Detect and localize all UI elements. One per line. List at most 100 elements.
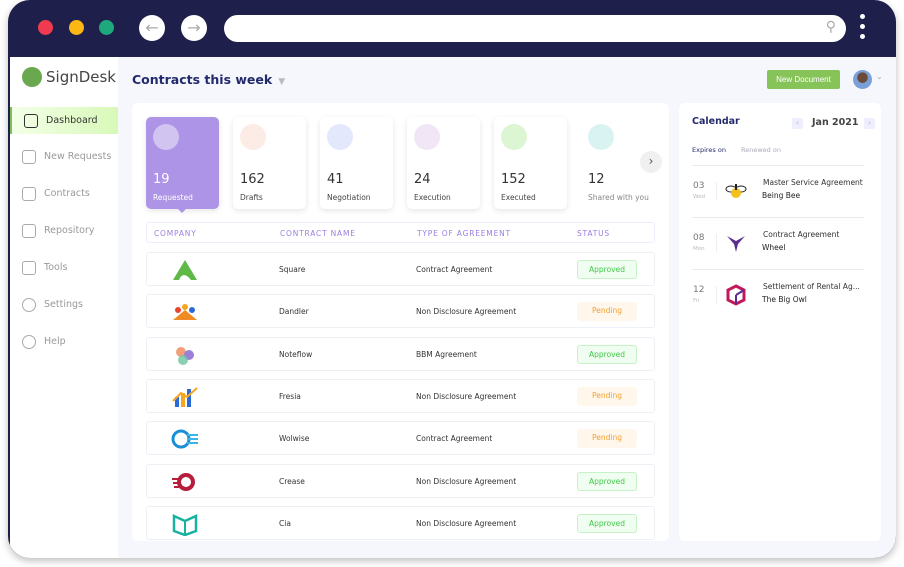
stat-value: 12: [588, 172, 605, 187]
minimize-window-button[interactable]: [69, 20, 84, 35]
chevron-right-icon[interactable]: ›: [640, 151, 662, 173]
contract-name: Crease: [279, 476, 305, 486]
sidebar-item-settings[interactable]: Settings: [10, 291, 118, 318]
column-header-company[interactable]: COMPANY: [154, 229, 197, 238]
stat-value: 162: [240, 172, 265, 187]
table-row[interactable]: Wolwise Contract Agreement Pending: [146, 421, 655, 456]
square-logo-icon: [173, 260, 197, 280]
close-window-button[interactable]: [38, 20, 53, 35]
chevron-down-icon[interactable]: ⌄: [876, 72, 883, 81]
event-weekday: Fri: [693, 298, 700, 304]
agreement-type: Contract Agreement: [416, 434, 493, 444]
sidebar-item-label: Help: [44, 336, 66, 347]
brand-logo[interactable]: SignDesk: [22, 67, 116, 87]
forward-button[interactable]: →: [181, 15, 207, 41]
agreement-type: BBM Agreement: [416, 349, 477, 359]
sidebar-item-label: New Requests: [44, 151, 112, 162]
dandler-logo-icon: [173, 304, 197, 321]
tab-expires-on[interactable]: Expires on: [692, 146, 726, 154]
chevron-left-icon[interactable]: ‹: [792, 118, 803, 129]
event-company: Wheel: [762, 243, 786, 252]
calendar-panel: Calendar ‹ Jan 2021 › Expires on Renewed…: [679, 103, 881, 541]
crease-logo-icon: [172, 472, 195, 491]
sidebar-item-contracts[interactable]: Contracts: [10, 180, 118, 207]
table-row[interactable]: Noteflow BBM Agreement Approved: [146, 336, 655, 371]
new-document-button[interactable]: New Document: [767, 70, 840, 89]
chevron-down-icon[interactable]: ▼: [278, 77, 286, 87]
sidebar-item-repository[interactable]: Repository: [10, 217, 118, 244]
browser-menu-icon[interactable]: [860, 14, 866, 44]
search-icon[interactable]: ⚲: [825, 19, 836, 35]
agreement-type: Non Disclosure Agreement: [416, 476, 517, 486]
maximize-window-button[interactable]: [99, 20, 114, 35]
stat-value: 19: [153, 172, 170, 187]
big-owl-logo-icon: [726, 284, 746, 306]
url-bar[interactable]: ⚲: [224, 15, 846, 42]
chevron-right-icon[interactable]: ›: [864, 118, 875, 129]
gear-icon: [22, 297, 36, 312]
contract-name: Fresia: [279, 391, 301, 401]
table-row[interactable]: Dandler Non Disclosure Agreement Pending: [146, 294, 655, 329]
stat-card-negotiation[interactable]: 41 Negotiation: [320, 117, 393, 209]
event-title: Master Service Agreement: [763, 178, 863, 187]
calendar-event[interactable]: 03 Wed Master Service Agreement Being Bee: [692, 165, 864, 217]
calendar-event[interactable]: 08 Mon Contract Agreement Wheel: [692, 217, 864, 269]
stat-value: 24: [414, 172, 431, 187]
table-row[interactable]: Square Contract Agreement Approved: [146, 252, 655, 286]
event-weekday: Wed: [693, 194, 705, 200]
event-title: Settlement of Rental Ag...: [763, 282, 860, 291]
being-bee-logo-icon: [725, 184, 747, 198]
chat-icon: [327, 124, 353, 150]
event-company: Being Bee: [762, 191, 801, 200]
wolwise-logo-icon: [171, 429, 198, 449]
calendar-event[interactable]: 12 Fri Settlement of Rental Ag... The Big O…: [692, 269, 864, 321]
stat-label: Execution: [414, 193, 451, 202]
contract-name: Dandler: [279, 307, 309, 317]
status-badge: Approved: [577, 513, 637, 533]
stat-card-requested[interactable]: 19 Requested: [146, 117, 219, 213]
contract-name: Wolwise: [279, 434, 310, 444]
agreement-type: Contract Agreement: [416, 265, 493, 274]
document-check-icon: [501, 124, 527, 150]
help-icon: [22, 334, 36, 349]
sidebar-item-label: Repository: [44, 225, 95, 236]
sidebar-item-label: Contracts: [44, 188, 90, 199]
stat-label: Negotiation: [327, 193, 371, 202]
sidebar-item-label: Settings: [44, 299, 83, 310]
sidebar-item-dashboard[interactable]: Dashboard: [10, 107, 118, 134]
avatar[interactable]: [853, 70, 872, 89]
column-header-status[interactable]: STATUS: [577, 229, 610, 238]
agreement-type: Non Disclosure Agreement: [416, 518, 517, 528]
back-button[interactable]: ←: [139, 15, 165, 41]
status-badge: Approved: [577, 344, 637, 364]
share-icon: [588, 124, 614, 150]
stat-card-drafts[interactable]: 162 Drafts: [233, 117, 306, 209]
page-title[interactable]: Contracts this week ▼: [132, 72, 285, 87]
stat-card-executed[interactable]: 152 Executed: [494, 117, 567, 209]
sidebar-item-help[interactable]: Help: [10, 328, 118, 355]
contract-name: Square: [279, 265, 306, 274]
table-row[interactable]: Crease Non Disclosure Agreement Approved: [146, 463, 655, 498]
event-company: The Big Owl: [762, 295, 807, 304]
contracts-panel: 19 Requested 162 Drafts 41 Negotiation 24 Ex…: [132, 103, 669, 541]
table-row[interactable]: Fresia Non Disclosure Agreement Pending: [146, 378, 655, 413]
calendar-month: Jan 2021: [812, 117, 859, 128]
status-badge: Approved: [577, 471, 637, 491]
document-icon: [22, 186, 36, 201]
stat-label: Executed: [501, 193, 536, 202]
tab-renewed-on[interactable]: Renewed on: [741, 146, 781, 154]
sidebar-item-label: Dashboard: [46, 115, 98, 126]
status-badge: Pending: [577, 386, 637, 406]
sidebar-item-new-requests[interactable]: New Requests: [10, 143, 118, 170]
stat-card-execution[interactable]: 24 Execution: [407, 117, 480, 209]
event-day: 12: [693, 285, 705, 295]
table-row[interactable]: Cia Non Disclosure Agreement Approved: [146, 505, 655, 540]
calendar-title: Calendar: [692, 116, 740, 127]
edit-icon: [240, 124, 266, 150]
column-header-type[interactable]: TYPE OF AGREEMENT: [417, 229, 511, 238]
signdesk-logo-icon: [22, 67, 42, 87]
sidebar-item-tools[interactable]: Tools: [10, 254, 118, 281]
page-title-text: Contracts this week: [132, 72, 273, 87]
column-header-contract-name[interactable]: CONTRACT NAME: [280, 229, 356, 238]
quill-icon: [414, 124, 440, 150]
